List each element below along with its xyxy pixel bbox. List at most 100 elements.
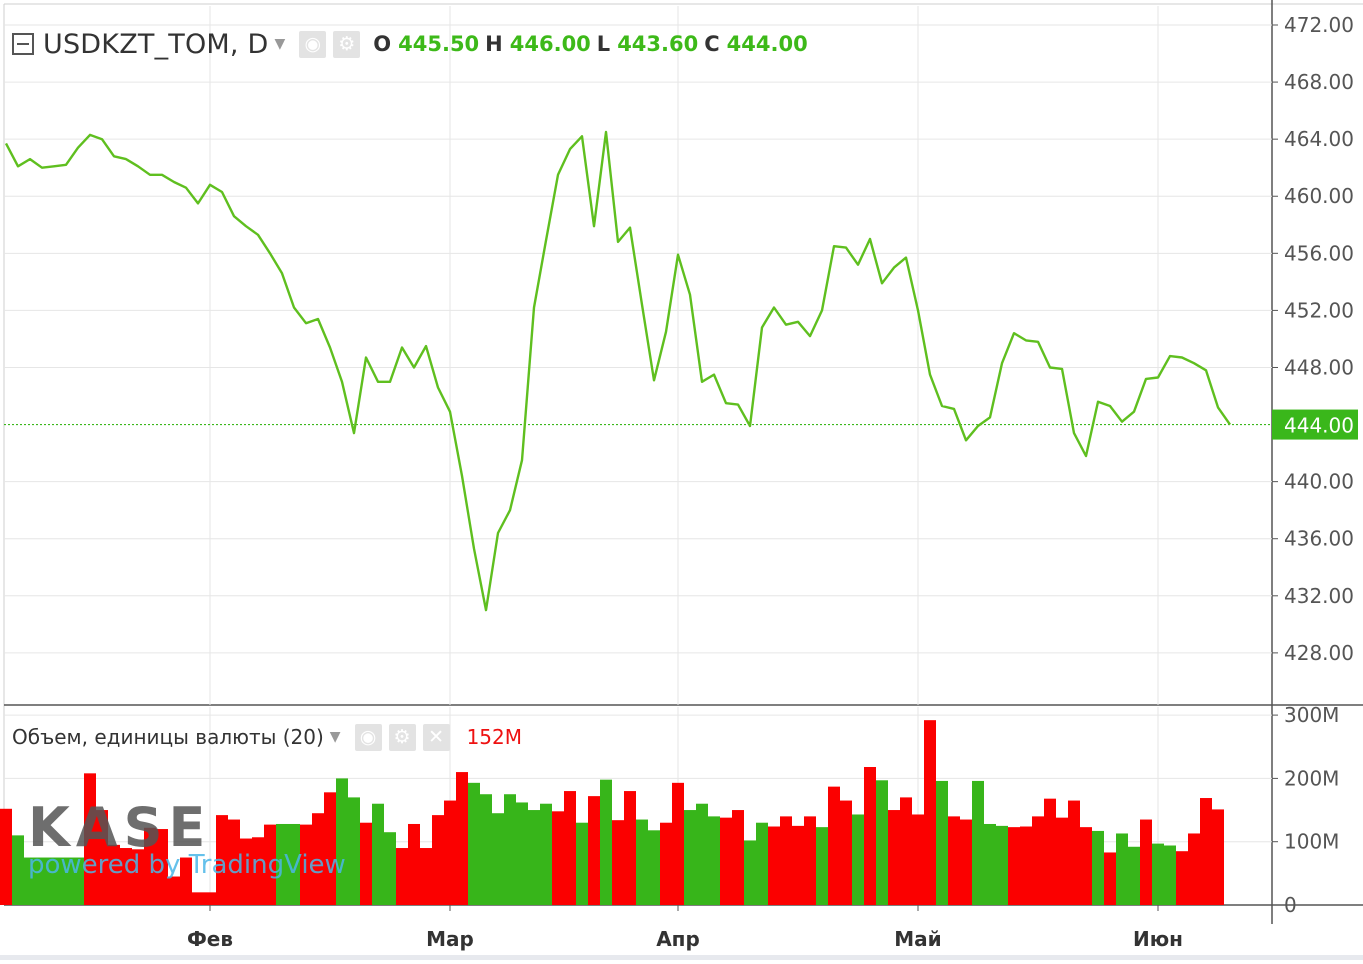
volume-bar	[288, 823, 300, 905]
open-label: O	[373, 32, 392, 56]
volume-bar	[936, 780, 948, 905]
price-point	[436, 385, 440, 389]
volume-bar	[348, 797, 360, 905]
volume-bar	[1104, 852, 1116, 905]
volume-bar	[888, 810, 900, 905]
volume-bar	[696, 803, 708, 905]
price-point	[472, 547, 476, 551]
eye-icon[interactable]: ◉	[299, 30, 327, 58]
chevron-down-icon[interactable]: ▼	[329, 729, 341, 745]
month-tick-label: Фев	[187, 927, 233, 951]
price-point	[52, 164, 56, 168]
price-point	[184, 186, 188, 190]
close-value: 444.00	[726, 32, 808, 56]
volume-bar	[72, 857, 84, 905]
price-point	[400, 346, 404, 350]
volume-bar	[660, 822, 672, 905]
gear-icon[interactable]: ⚙	[333, 30, 361, 58]
low-value: 443.60	[617, 32, 699, 56]
volume-bar	[840, 800, 852, 905]
price-point	[1204, 368, 1208, 372]
volume-bar	[108, 844, 120, 905]
price-tick-label: 456.00	[1284, 241, 1354, 265]
price-point	[736, 403, 740, 407]
price-point	[880, 281, 884, 285]
price-point	[604, 130, 608, 134]
price-point	[148, 173, 152, 177]
price-point	[796, 320, 800, 324]
volume-bar	[552, 811, 564, 905]
price-tick-label: 452.00	[1284, 298, 1354, 322]
volume-bar	[996, 825, 1008, 905]
price-point	[448, 410, 452, 414]
volume-bar	[528, 810, 540, 905]
volume-title[interactable]: Объем, единицы валюты (20)	[12, 725, 324, 749]
volume-bar	[924, 720, 936, 905]
price-point	[928, 373, 932, 377]
last-price-label: 444.00	[1284, 414, 1354, 438]
volume-bar	[264, 824, 276, 905]
price-point	[964, 438, 968, 442]
volume-bar	[732, 810, 744, 905]
price-point	[580, 134, 584, 138]
volume-bar	[804, 816, 816, 905]
price-point	[532, 306, 536, 310]
eye-icon[interactable]: ◉	[354, 723, 382, 751]
volume-bar	[564, 791, 576, 905]
volume-bar	[1128, 846, 1140, 905]
volume-bar	[144, 827, 156, 905]
price-tick-label: 464.00	[1284, 127, 1354, 151]
collapse-button[interactable]	[12, 33, 34, 55]
volume-bar	[1164, 845, 1176, 905]
volume-bar	[240, 838, 252, 905]
chevron-down-icon[interactable]: ▼	[274, 36, 286, 52]
price-point	[640, 303, 644, 307]
price-point	[88, 133, 92, 137]
volume-bar	[1188, 833, 1200, 905]
price-point	[280, 271, 284, 275]
volume-bar	[948, 816, 960, 905]
volume-bar	[204, 892, 216, 905]
volume-bar	[648, 830, 660, 905]
price-tick-label: 472.00	[1284, 13, 1354, 37]
main-legend: USDKZT_TOM, D ▼ ◉ ⚙ O 445.50 H 446.00 L …	[12, 26, 808, 62]
volume-bar	[768, 826, 780, 905]
volume-bar	[312, 813, 324, 905]
low-label: L	[596, 32, 611, 56]
time-axis: Фев Мар Апр Май Июн	[187, 905, 1183, 951]
close-label: C	[704, 32, 720, 56]
volume-bar	[576, 822, 588, 905]
price-tick-label: 460.00	[1284, 184, 1354, 208]
volume-bars	[0, 720, 1224, 905]
price-axis: 472.00 468.00 464.00 460.00 456.00 452.00 448.…	[1272, 13, 1358, 665]
price-point	[412, 365, 416, 369]
price-point	[256, 233, 260, 237]
price-point	[556, 173, 560, 177]
price-point	[292, 306, 296, 310]
price-point	[40, 166, 44, 170]
symbol-title[interactable]: USDKZT_TOM, D	[43, 28, 269, 60]
volume-bar	[1176, 851, 1188, 905]
volume-bar	[432, 815, 444, 905]
volume-bar	[180, 857, 192, 905]
volume-bar	[1008, 827, 1020, 905]
volume-bar	[420, 848, 432, 905]
price-point	[568, 147, 572, 151]
price-tick-label: 432.00	[1284, 584, 1354, 608]
volume-bar	[1056, 817, 1068, 905]
volume-bar	[492, 813, 504, 905]
price-point	[1132, 410, 1136, 414]
price-point	[508, 508, 512, 512]
volume-bar	[84, 773, 96, 905]
price-point	[688, 293, 692, 297]
volume-bar	[588, 796, 600, 905]
price-point	[808, 334, 812, 338]
price-point	[460, 474, 464, 478]
volume-bar	[300, 824, 312, 905]
gear-icon[interactable]: ⚙	[388, 723, 416, 751]
price-point	[676, 253, 680, 257]
close-icon[interactable]: ✕	[422, 723, 450, 751]
price-point	[364, 355, 368, 359]
volume-bar	[612, 820, 624, 905]
